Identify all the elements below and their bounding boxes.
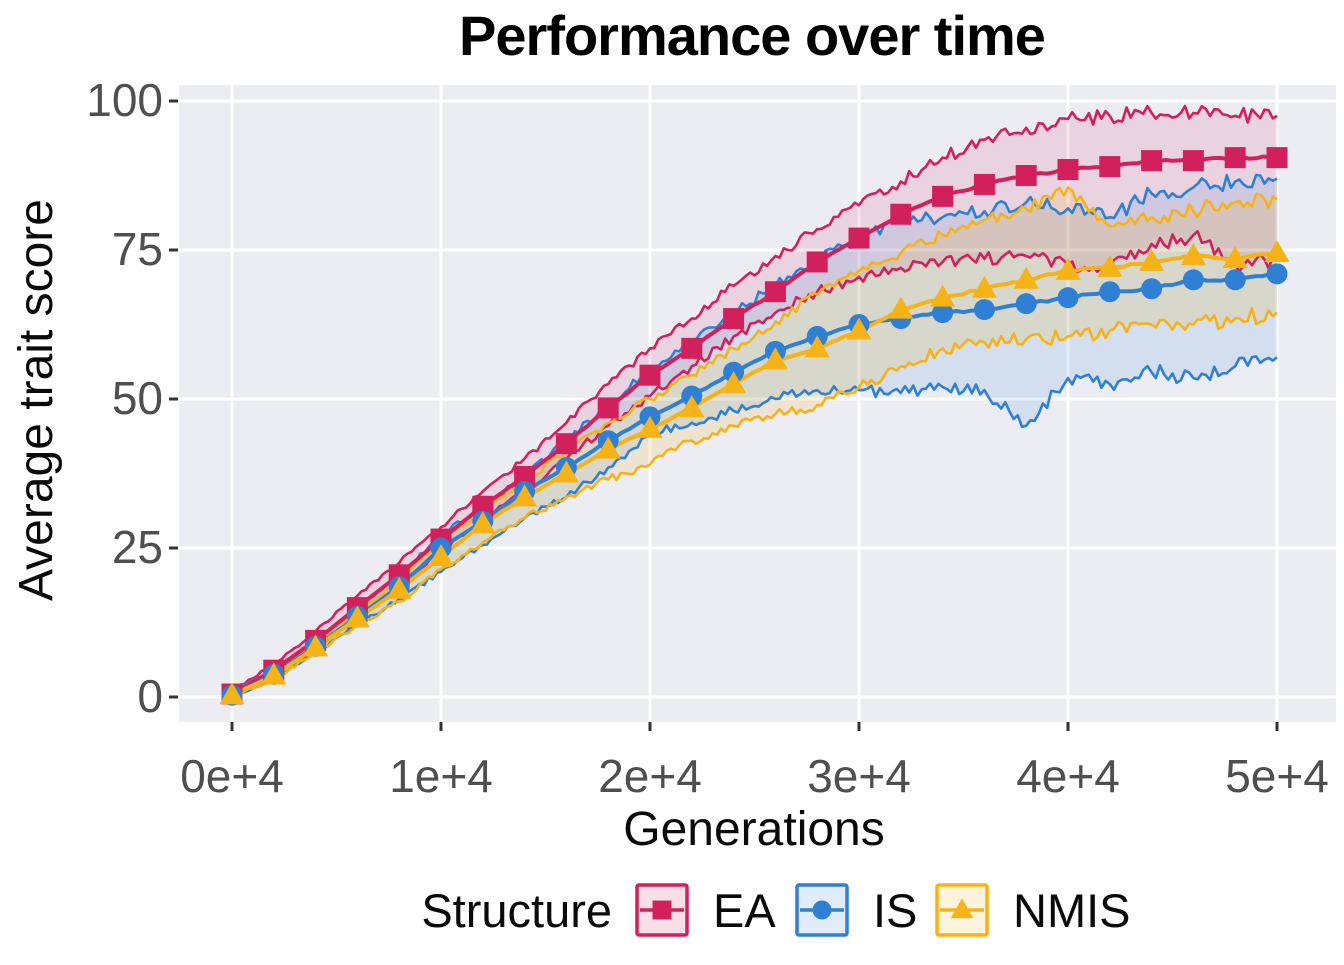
is-marker: [1015, 293, 1037, 315]
legend-label-nmis: NMIS: [1013, 884, 1131, 937]
nmis-marker: [679, 394, 705, 417]
is-marker: [1099, 281, 1121, 303]
ea-marker: [932, 185, 954, 207]
nmis-marker: [470, 511, 496, 534]
nmis-marker: [428, 543, 454, 566]
nmis-marker: [762, 347, 788, 370]
ea-marker: [723, 308, 745, 330]
nmis-marker: [804, 335, 830, 358]
ea-confidence-ribbon: [232, 106, 1277, 697]
y-axis-title: Average trait score: [10, 199, 63, 601]
x-tick-label-1: 1e+4: [389, 750, 493, 802]
ea-marker: [597, 397, 619, 419]
legend-title: Structure: [421, 884, 612, 937]
legend-label-ea: EA: [713, 884, 776, 937]
nmis-marker: [303, 634, 329, 657]
ea-marker: [472, 495, 494, 517]
nmis-marker: [595, 436, 621, 459]
ea-marker: [973, 173, 995, 195]
legend-item-nmis: NMIS: [935, 883, 1131, 937]
ea-marker: [639, 364, 661, 386]
is-marker: [1141, 278, 1163, 300]
nmis-marker: [1097, 254, 1123, 277]
ea-marker: [1099, 156, 1121, 178]
ea-marker: [848, 227, 870, 249]
ea-marker: [1182, 150, 1204, 172]
y-tick-label-1: 25: [112, 521, 163, 573]
nmis-marker: [386, 576, 412, 599]
nmis-marker: [1013, 266, 1039, 289]
y-tick-label-4: 100: [86, 74, 163, 126]
x-tick-label-4: 4e+4: [1016, 750, 1120, 802]
y-tick-label-2: 50: [112, 372, 163, 424]
ea-upper-bound-line: [231, 104, 1278, 693]
nmis-marker: [971, 275, 997, 298]
ea-marker: [555, 433, 577, 455]
nmis-marker: [846, 317, 872, 340]
nmis-marker: [721, 371, 747, 394]
x-tick-label-3: 3e+4: [807, 750, 911, 802]
nmis-marker: [1222, 245, 1248, 268]
nmis-marker: [1139, 248, 1165, 271]
ea-marker: [764, 281, 786, 303]
ea-marker: [1015, 165, 1037, 186]
x-tick-label-2: 2e+4: [598, 750, 702, 802]
nmis-marker: [512, 484, 538, 507]
legend: Structure EA IS NMIS: [421, 883, 1131, 937]
nmis-marker: [219, 682, 245, 705]
legend-item-is: IS: [795, 883, 917, 937]
x-tick-label-0: 0e+4: [180, 750, 284, 802]
is-marker: [1266, 263, 1288, 285]
ea-marker: [1266, 147, 1288, 169]
x-tick-label-5: 5e+4: [1225, 750, 1329, 802]
x-axis-title: Generations: [623, 803, 885, 856]
axis-layer: 0e+4 1e+4 2e+4 3e+4 4e+4 5e+4 0 25 50 75 100: [86, 74, 1329, 802]
ea-marker: [890, 203, 912, 225]
nmis-marker: [1055, 257, 1081, 280]
is-marker: [1224, 269, 1246, 291]
y-tick-label-0: 0: [137, 670, 163, 722]
ea-marker: [806, 251, 828, 273]
ea-marker: [1057, 159, 1079, 181]
ea-marker: [1141, 150, 1163, 172]
nmis-markers: [219, 239, 1290, 705]
legend-item-ea: EA: [635, 883, 776, 937]
is-marker: [1057, 287, 1079, 309]
chart-title: Performance over time: [459, 4, 1045, 67]
nmis-marker: [930, 284, 956, 307]
legend-label-is: IS: [873, 884, 917, 937]
nmis-marker: [553, 460, 579, 483]
series-layer: [219, 104, 1290, 706]
legend-key-marker-nmis: [950, 898, 974, 919]
nmis-marker: [1264, 239, 1290, 262]
ea-marker: [681, 337, 703, 359]
nmis-marker: [888, 296, 914, 319]
nmis-confidence-ribbon: [232, 187, 1277, 697]
ea-marker: [1224, 147, 1246, 169]
is-marker: [973, 299, 995, 321]
ea-marker: [514, 465, 536, 487]
nmis-marker: [637, 415, 663, 438]
legend-key-marker-ea: [652, 900, 672, 920]
nmis-marker: [261, 662, 287, 685]
nmis-marker: [1180, 242, 1206, 265]
is-marker: [932, 302, 954, 324]
legend-key-marker-is: [812, 900, 832, 920]
nmis-marker: [344, 605, 370, 628]
y-tick-label-3: 75: [112, 223, 163, 275]
is-marker: [1182, 269, 1204, 291]
